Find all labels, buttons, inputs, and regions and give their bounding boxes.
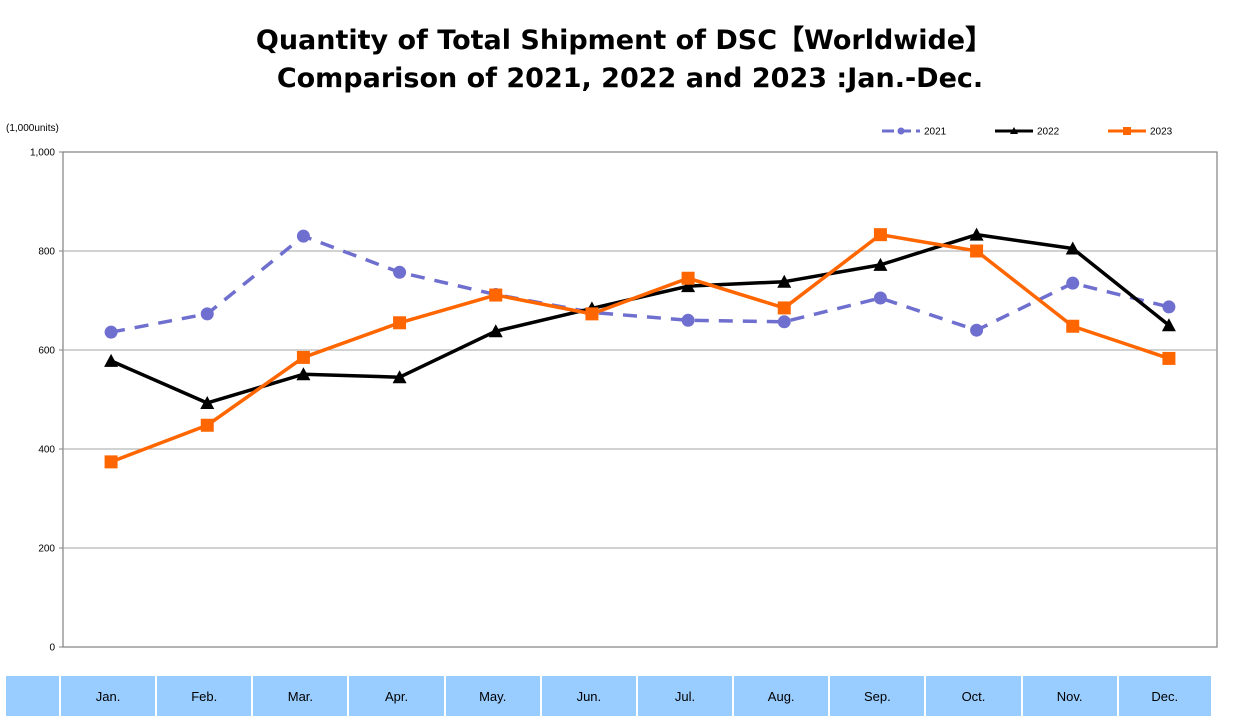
data-point-2022 <box>296 367 311 381</box>
month-label-cell: Apr. <box>349 676 446 716</box>
month-label-cell: Oct. <box>926 676 1023 716</box>
month-label-cell: Jan. <box>61 676 158 716</box>
data-point-2021 <box>681 313 695 327</box>
month-label-cell: Jun. <box>541 676 638 716</box>
data-point-2022 <box>777 274 792 288</box>
y-tick-label: 400 <box>38 445 55 456</box>
y-tick-label: 200 <box>38 544 55 555</box>
data-point-2022 <box>1065 241 1080 255</box>
y-tick-label: 0 <box>49 643 55 654</box>
month-label-cell: May. <box>445 676 542 716</box>
line-chart: 0 200 400 600 800 1,000 2021 2022 2023 <box>30 127 1218 654</box>
data-point-2023 <box>970 244 984 258</box>
legend-label-2023: 2023 <box>1150 127 1173 138</box>
month-label-cell: Nov. <box>1022 676 1119 716</box>
month-label-cell: Feb. <box>157 676 254 716</box>
data-point-2022 <box>392 370 407 384</box>
month-label-cell: Jul. <box>637 676 735 716</box>
data-point-2023 <box>873 228 887 242</box>
legend-label-2021: 2021 <box>924 127 947 138</box>
month-label-cell: Aug. <box>734 676 831 716</box>
data-point-2022 <box>200 395 215 409</box>
chart-title-line-1: Quantity of Total Shipment of DSC【Worldw… <box>255 25 993 56</box>
legend-marker-2021 <box>897 127 905 135</box>
data-point-2021 <box>296 229 310 243</box>
data-point-2023 <box>585 307 599 321</box>
data-point-2022 <box>681 279 696 293</box>
month-label-cell: Sep. <box>830 676 927 716</box>
legend-marker-2023 <box>1123 127 1131 135</box>
data-point-2021 <box>1162 300 1176 314</box>
data-point-2022 <box>873 257 888 271</box>
data-point-2023 <box>296 350 310 364</box>
data-point-2021 <box>104 325 118 339</box>
month-label-table: Jan. Feb. Mar. Apr. May. Jun. Jul. Aug. Sep. Oct.… <box>6 676 1213 716</box>
data-point-2021 <box>970 323 984 337</box>
data-point-2023 <box>681 271 695 285</box>
data-point-2023 <box>1162 351 1176 365</box>
chart-title: Quantity of Total Shipment of DSC【Worldw… <box>0 22 1238 98</box>
data-point-2021 <box>873 291 887 305</box>
month-label-cell: Dec. <box>1118 676 1213 716</box>
series-line-2021 <box>110 234 1170 334</box>
y-tick-label: 1,000 <box>30 148 55 159</box>
data-point-2021 <box>777 315 791 329</box>
plot-area <box>62 151 1218 648</box>
y-tick-label: 600 <box>38 346 55 357</box>
y-tick-label: 800 <box>38 247 55 258</box>
data-point-2023 <box>489 288 503 302</box>
data-point-2023 <box>777 301 791 315</box>
data-point-2022 <box>969 227 984 241</box>
month-label-cell: Mar. <box>253 676 350 716</box>
y-axis-unit-label: (1,000units) <box>6 123 59 134</box>
data-point-2021 <box>200 307 214 321</box>
legend-label-2022: 2022 <box>1037 127 1060 138</box>
chart-title-line-2: Comparison of 2021, 2022 and 2023 :Jan.-… <box>276 63 984 94</box>
month-table-header-cell <box>6 676 61 716</box>
data-point-2023 <box>200 418 214 432</box>
data-point-2023 <box>393 316 407 330</box>
series-line-2023 <box>110 232 1170 464</box>
data-point-2022 <box>1161 318 1176 332</box>
data-point-2023 <box>1066 319 1080 333</box>
data-point-2021 <box>1066 276 1080 290</box>
data-point-2021 <box>393 265 407 279</box>
data-point-2022 <box>104 353 119 367</box>
legend-marker-2022 <box>1010 127 1018 134</box>
data-point-2022 <box>488 324 503 338</box>
data-point-2023 <box>104 455 118 469</box>
